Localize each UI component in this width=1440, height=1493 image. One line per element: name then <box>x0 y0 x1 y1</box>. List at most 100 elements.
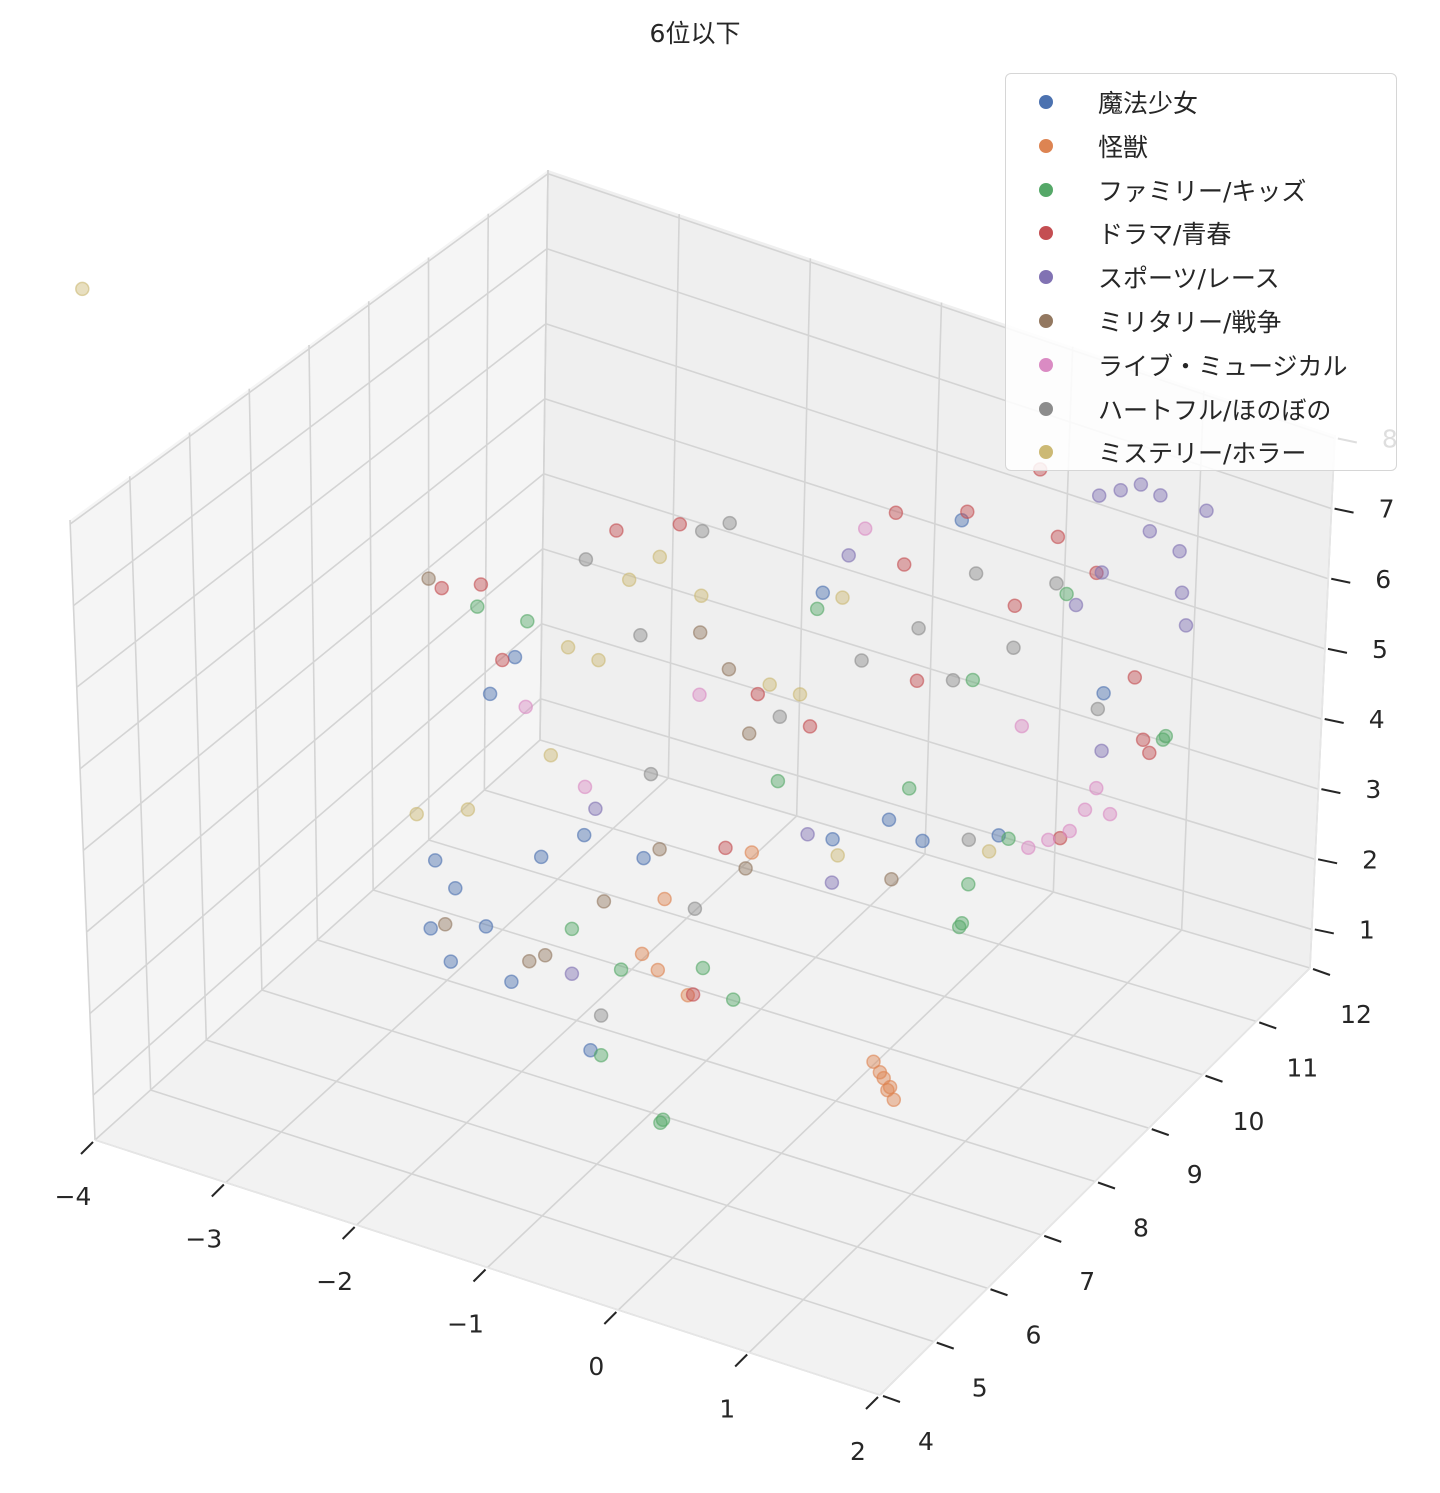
data-point <box>564 966 580 981</box>
data-point <box>1014 718 1030 734</box>
data-point <box>1050 529 1066 545</box>
data-point <box>954 916 970 931</box>
data-point <box>495 652 510 668</box>
gridline-z-left <box>89 623 543 1015</box>
data-point <box>421 571 436 586</box>
data-point <box>533 849 549 865</box>
data-point <box>652 841 667 857</box>
data-point <box>872 1064 888 1080</box>
data-point <box>1096 685 1111 701</box>
data-point <box>694 588 709 603</box>
gridline-y-left <box>483 213 490 791</box>
data-point <box>685 987 701 1002</box>
gridline-z-back <box>544 397 1326 650</box>
y-tick-label: 9 <box>1187 1160 1203 1189</box>
data-point <box>825 832 840 847</box>
gridline-y-left <box>69 519 96 1141</box>
legend-marker-icon <box>1039 314 1053 328</box>
legend-label: ハートフル/ほのぼの <box>1098 395 1332 425</box>
gridline-y-left <box>248 388 263 991</box>
gridline-x-back <box>667 214 680 779</box>
z-axis-line <box>1309 434 1336 969</box>
data-point <box>560 640 576 655</box>
x-tick-mark <box>603 1311 618 1325</box>
data-point <box>1059 586 1074 602</box>
data-point <box>835 590 850 605</box>
data-point <box>882 1079 898 1095</box>
data-point <box>809 601 825 617</box>
data-point <box>968 566 984 581</box>
data-point <box>1089 780 1104 796</box>
data-point <box>884 872 899 887</box>
data-point <box>961 832 977 847</box>
y-tick-label: 7 <box>1079 1267 1095 1296</box>
gridline-z-back <box>543 472 1322 720</box>
x-tick-label: −4 <box>55 1182 92 1211</box>
legend-label: 魔法少女 <box>1098 89 1199 118</box>
y-tick-label: 11 <box>1286 1053 1318 1082</box>
x-tick-label: −3 <box>185 1225 222 1254</box>
data-point <box>588 801 603 817</box>
data-point <box>470 599 485 614</box>
legend-label: ライブ・ミュージカル <box>1098 351 1348 381</box>
data-point <box>1007 598 1023 614</box>
z-tick-mark <box>1331 577 1351 584</box>
z-tick-label: 1 <box>1359 915 1375 944</box>
data-point <box>1062 823 1077 839</box>
z-tick-label: 6 <box>1375 565 1391 594</box>
x-tick-mark <box>341 1226 356 1240</box>
data-point <box>1178 618 1194 633</box>
y-tick-mark <box>1205 1074 1223 1083</box>
data-point <box>650 962 666 978</box>
data-point <box>824 875 840 890</box>
data-point <box>75 281 90 297</box>
data-point <box>1113 482 1128 498</box>
data-point <box>593 1008 609 1023</box>
data-point <box>1077 802 1093 818</box>
gridline-y-floor <box>206 1039 988 1290</box>
data-point <box>437 917 453 932</box>
data-point <box>443 954 459 969</box>
gridline-y-left <box>367 301 374 891</box>
legend-label: 怪獣 <box>1098 132 1149 162</box>
data-point <box>866 1054 881 1069</box>
data-point <box>725 992 741 1007</box>
z-tick-mark <box>1317 858 1338 865</box>
legend-marker-icon <box>1039 445 1053 460</box>
data-point <box>762 677 777 692</box>
data-point <box>672 517 688 532</box>
legend-label: ミリタリー/戦争 <box>1098 308 1282 337</box>
gridline-z-back <box>542 547 1319 790</box>
data-point <box>945 673 961 688</box>
data-point <box>886 1092 902 1108</box>
data-point <box>1089 565 1104 581</box>
data-point <box>1199 503 1214 518</box>
y-tick-label: 5 <box>972 1374 988 1403</box>
x-tick-label: −1 <box>447 1310 484 1339</box>
data-point <box>692 687 707 703</box>
legend-marker-icon <box>1039 357 1053 372</box>
data-point <box>576 827 592 843</box>
data-points <box>75 281 1214 1131</box>
data-point <box>692 625 708 640</box>
data-point <box>478 919 494 934</box>
data-point <box>596 894 612 909</box>
data-point <box>830 848 845 863</box>
data-point <box>721 661 737 677</box>
gridline-y-left <box>539 169 549 741</box>
data-point <box>854 653 869 668</box>
data-point <box>473 577 489 592</box>
data-point <box>507 649 523 665</box>
x-tick-mark <box>734 1353 748 1368</box>
z-tick-label: 3 <box>1365 775 1381 804</box>
data-point <box>744 845 760 860</box>
data-point <box>522 953 537 969</box>
gridline-y-floor <box>484 789 1257 1023</box>
y-tick-mark <box>1258 1021 1277 1030</box>
y-tick-mark <box>1312 968 1331 976</box>
legend-marker-icon <box>1039 182 1053 197</box>
gridline-y-floor <box>428 839 1203 1076</box>
data-point <box>423 921 438 936</box>
data-point <box>518 699 533 715</box>
data-point <box>634 946 650 962</box>
